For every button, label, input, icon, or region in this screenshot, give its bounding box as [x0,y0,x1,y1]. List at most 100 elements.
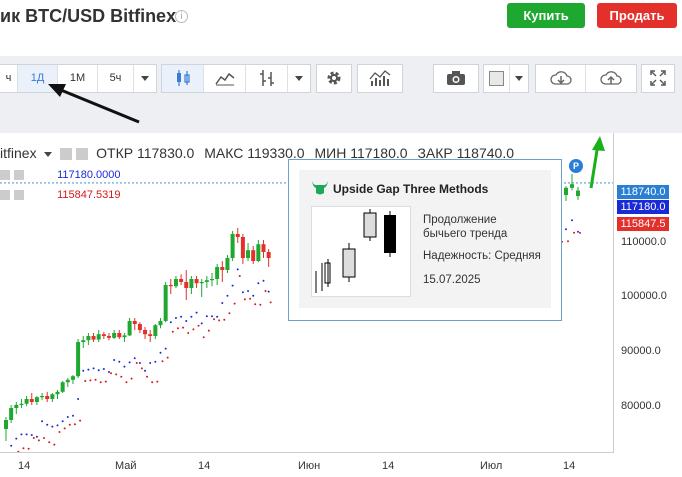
candle-body [256,244,261,261]
indicator-red-dot [238,275,241,277]
indicator-blue-dot [226,294,229,297]
close-icon[interactable] [0,170,10,181]
candle-body [148,334,153,336]
indicator-blue-dot [25,433,28,436]
area-chart-button[interactable] [204,65,246,92]
indicator-red-dot [17,450,20,452]
candle-body [564,187,568,195]
pattern-badge[interactable]: P [569,159,583,173]
gear-icon [327,71,341,85]
candle-body [76,342,81,377]
candle-body [29,399,34,402]
settings-button[interactable] [317,65,351,92]
y-axis-label: 100000.0 [621,290,667,302]
indicator-red-dot [94,378,97,381]
chevron-down-icon [295,75,303,81]
candle-body [184,282,189,288]
indicator-blue-dot [15,437,18,440]
header: ик BTC/USD Bitfinex i Купить Продать [0,0,682,56]
chart-type-dropdown[interactable] [288,65,310,92]
candle-body [96,334,101,340]
close-icon[interactable] [14,190,24,201]
info-icon[interactable]: i [175,10,188,23]
indicator-red: 115847.5319 [0,189,120,201]
pattern-reliability: Надежность: Средняя [423,250,541,262]
candle-body [14,405,19,408]
candle-body [204,280,209,282]
indicator-blue-dot [102,368,105,370]
y-axis-label: 110000.0 [621,236,667,248]
indicator-blue-dot [247,290,250,292]
pattern-image [311,206,411,297]
settings-icon[interactable] [60,148,73,161]
timeframe-5h[interactable]: 5ч [98,65,134,92]
cloud-download-icon [549,71,572,85]
low-value: 117180.0 [350,145,408,161]
buy-button[interactable]: Купить [507,3,585,28]
pattern-title: Upside Gap Three Methods [333,182,489,196]
bar-chart-button[interactable] [246,65,288,92]
indicator-red-dot [202,336,205,339]
indicator-blue-dot [30,434,33,436]
sell-button[interactable]: Продать [597,3,677,28]
candle-body [576,190,580,197]
close-icon[interactable] [14,170,24,181]
timeframe-dropdown[interactable] [134,65,156,92]
price-chart[interactable] [0,133,614,453]
indicator-blue-dot [154,360,157,363]
color-dropdown[interactable] [510,65,528,92]
cloud-download-button[interactable] [536,65,586,92]
close-icon[interactable] [76,148,89,161]
indicator-blue-dot [149,362,152,364]
page-title: ик BTC/USD Bitfinex [0,6,177,26]
close-label: ЗАКР [417,145,453,161]
indicator-red-dot [166,356,169,359]
indicator-red-dot [579,231,581,234]
candle-body [60,382,65,392]
indicator-red-dot [73,423,76,426]
candlestick-button[interactable] [162,65,204,92]
timeframe-1d[interactable]: 1Д [18,65,58,92]
timeframe-hour[interactable]: ч [0,65,18,92]
color-picker-button[interactable] [484,65,510,92]
indicator-blue-dot [56,424,59,427]
indicator-blue-dot [164,347,167,350]
fullscreen-group [641,64,675,93]
indicator-blue: 117180.0000 [0,169,120,181]
candle-body [168,285,173,287]
candle-body [112,333,117,338]
screenshot-button[interactable] [434,65,478,92]
chart-toolbar: ч 1Д 1М 5ч [0,56,682,133]
timeframe-1m[interactable]: 1М [58,65,98,92]
candle-body [24,399,29,404]
cloud-upload-button[interactable] [586,65,636,92]
indicators-button[interactable] [358,65,402,92]
indicator-red-dot [32,437,35,439]
indicator-blue-value: 117180.0000 [57,169,121,181]
indicator-blue-dot [66,416,69,418]
indicator-blue-dot [41,420,44,423]
indicator-red-dot [161,360,164,363]
indicator-red-dot [43,437,46,439]
chevron-down-icon[interactable] [44,151,53,157]
high-label: МАКС [204,145,244,161]
fullscreen-button[interactable] [642,65,674,92]
indicators-icon [369,70,391,87]
camera-icon [447,71,465,86]
indicators-group [357,64,403,93]
indicator-blue-dot [205,315,208,318]
candle-body [122,335,127,338]
close-icon[interactable] [0,190,10,201]
x-axis-label: Май [115,460,137,472]
indicator-blue-dot [185,320,188,322]
x-axis-label: 14 [18,460,31,472]
indicator-blue-dot [257,282,260,285]
indicator-blue-dot [221,302,224,304]
price-tag-close: 118740.0 [617,185,669,199]
close-value: 118740.0 [456,145,514,161]
candle-body [220,267,225,270]
legend-symbol: itfinex [0,145,37,161]
bar-chart-icon [259,70,274,87]
indicator-blue-dot [267,290,270,293]
candle-body [225,258,230,270]
